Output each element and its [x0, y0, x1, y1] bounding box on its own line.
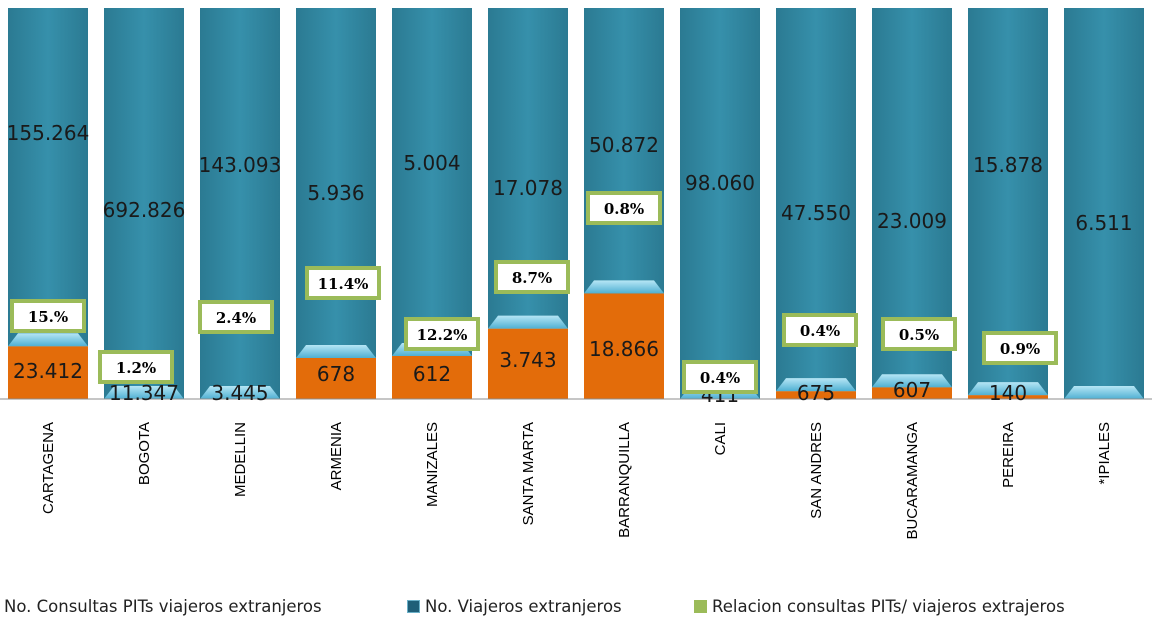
bar-viajeros-2	[200, 8, 280, 399]
category-label-3: ARMENIA	[328, 422, 345, 490]
legend-item-consultas: No. Consultas PITs viajeros extranjeros	[4, 597, 322, 616]
value-label-consultas-4: 612	[413, 362, 451, 386]
ratio-box-0	[10, 299, 86, 333]
ratio-label-6: 0.8%	[604, 200, 644, 218]
value-label-viajeros-9: 23.009	[877, 209, 947, 233]
bar-cap-10	[968, 382, 1048, 396]
legend-label-viajeros: No. Viajeros extranjeros	[425, 597, 622, 616]
bar-viajeros-6	[584, 8, 664, 294]
ratio-label-1: 1.2%	[116, 359, 156, 377]
bar-consultas-6	[584, 293, 664, 399]
value-label-consultas-0: 23.412	[13, 359, 83, 383]
category-label-2: MEDELLIN	[232, 422, 249, 497]
bar-consultas-9	[872, 387, 952, 399]
value-label-viajeros-4: 5.004	[403, 151, 460, 175]
legend: No. Consultas PITs viajeros extranjeros …	[0, 597, 1152, 621]
category-label-10: PEREIRA	[1000, 422, 1017, 488]
ratio-box-10	[982, 331, 1058, 365]
category-label-4: MANIZALES	[424, 422, 441, 507]
stacked-bar-chart: 155.264 23.412 692.826 11.347 143.093 3.445 5.…	[0, 8, 1152, 540]
bar-consultas-4	[392, 355, 472, 399]
bar-cap-8	[776, 378, 856, 392]
bar-cap-5	[488, 315, 568, 329]
category-label-5: SANTA MARTA	[520, 422, 537, 525]
bar-viajeros-7	[680, 8, 760, 399]
bar-viajeros-10	[968, 8, 1048, 396]
bar-cap-3	[296, 344, 376, 358]
ratio-label-8: 0.4%	[800, 322, 840, 340]
ratio-labels-layer: 15.% 1.2% 2.4% 11.4% 12.2% 8.7% 0.8% 0.4% 0.4% 0.…	[10, 191, 1058, 394]
value-label-viajeros-10: 15.878	[973, 153, 1043, 177]
ratio-box-4	[404, 317, 480, 351]
bar-consultas-10	[968, 395, 1048, 399]
legend-item-viajeros: No. Viajeros extranjeros	[407, 597, 622, 616]
ratio-label-2: 2.4%	[216, 309, 256, 327]
ratio-box-2	[198, 300, 274, 334]
bar-cap-11	[1064, 386, 1144, 399]
bar-viajeros-0	[8, 8, 88, 347]
value-label-viajeros-3: 5.936	[307, 181, 364, 205]
ratio-label-5: 8.7%	[512, 269, 552, 287]
category-labels-layer: CARTAGENA BOGOTA MEDELLIN ARMENIA MANIZALES S…	[40, 422, 1113, 540]
bar-consultas-0	[8, 346, 88, 399]
value-label-consultas-3: 678	[317, 362, 355, 386]
value-label-consultas-5: 3.743	[499, 348, 556, 372]
ratio-box-7	[682, 360, 758, 394]
ratio-label-10: 0.9%	[1000, 340, 1040, 358]
ratio-box-8	[782, 313, 858, 347]
ratio-label-3: 11.4%	[318, 275, 369, 293]
category-label-1: BOGOTA	[136, 422, 153, 485]
bar-cap-2	[200, 386, 280, 399]
value-label-consultas-6: 18.866	[589, 337, 659, 361]
value-label-viajeros-1: 692.826	[103, 198, 186, 222]
legend-item-relacion: Relacion consultas PITs/ viajeros extraj…	[694, 597, 1065, 616]
bar-viajeros-1	[104, 8, 184, 399]
category-label-7: CALI	[712, 422, 729, 455]
bar-viajeros-11	[1064, 8, 1144, 399]
bar-consultas-3	[296, 357, 376, 399]
value-label-viajeros-11: 6.511	[1075, 211, 1132, 235]
bar-cap-1	[104, 386, 184, 399]
value-label-viajeros-8: 47.550	[781, 201, 851, 225]
value-label-consultas-9: 607	[893, 378, 931, 402]
value-label-viajeros-6: 50.872	[589, 133, 659, 157]
ratio-box-6	[586, 191, 662, 225]
bar-consultas-5	[488, 328, 568, 399]
value-label-consultas-1: 11.347	[109, 381, 179, 405]
legend-swatch-relacion	[694, 600, 707, 613]
bar-viajeros-4	[392, 8, 472, 356]
value-label-viajeros-5: 17.078	[493, 176, 563, 200]
category-label-0: CARTAGENA	[40, 422, 57, 514]
bar-cap-6	[584, 280, 664, 294]
ratio-label-7: 0.4%	[700, 369, 740, 387]
bar-consultas-8	[776, 391, 856, 399]
ratio-box-1	[98, 350, 174, 384]
ratio-box-9	[881, 317, 957, 351]
value-label-viajeros-2: 143.093	[199, 153, 282, 177]
category-label-9: BUCARAMANGA	[904, 422, 921, 540]
value-label-viajeros-0: 155.264	[7, 121, 90, 145]
category-label-11: *IPIALES	[1096, 422, 1113, 485]
bar-cap-9	[872, 374, 952, 388]
category-label-6: BARRANQUILLA	[616, 422, 633, 538]
value-label-consultas-2: 3.445	[211, 381, 268, 405]
legend-swatch-viajeros	[407, 600, 420, 613]
ratio-label-9: 0.5%	[899, 326, 939, 344]
ratio-label-0: 15.%	[28, 308, 68, 326]
bar-cap-0	[8, 333, 88, 347]
value-label-consultas-8: 675	[797, 381, 835, 405]
ratio-box-3	[305, 266, 381, 300]
category-label-8: SAN ANDRES	[808, 422, 825, 519]
value-label-viajeros-7: 98.060	[685, 171, 755, 195]
ratio-box-5	[494, 260, 570, 294]
legend-label-relacion: Relacion consultas PITs/ viajeros extraj…	[712, 597, 1065, 616]
legend-label-consultas: No. Consultas PITs viajeros extranjeros	[4, 597, 322, 616]
ratio-label-4: 12.2%	[417, 326, 468, 344]
value-label-consultas-10: 140	[989, 381, 1027, 405]
